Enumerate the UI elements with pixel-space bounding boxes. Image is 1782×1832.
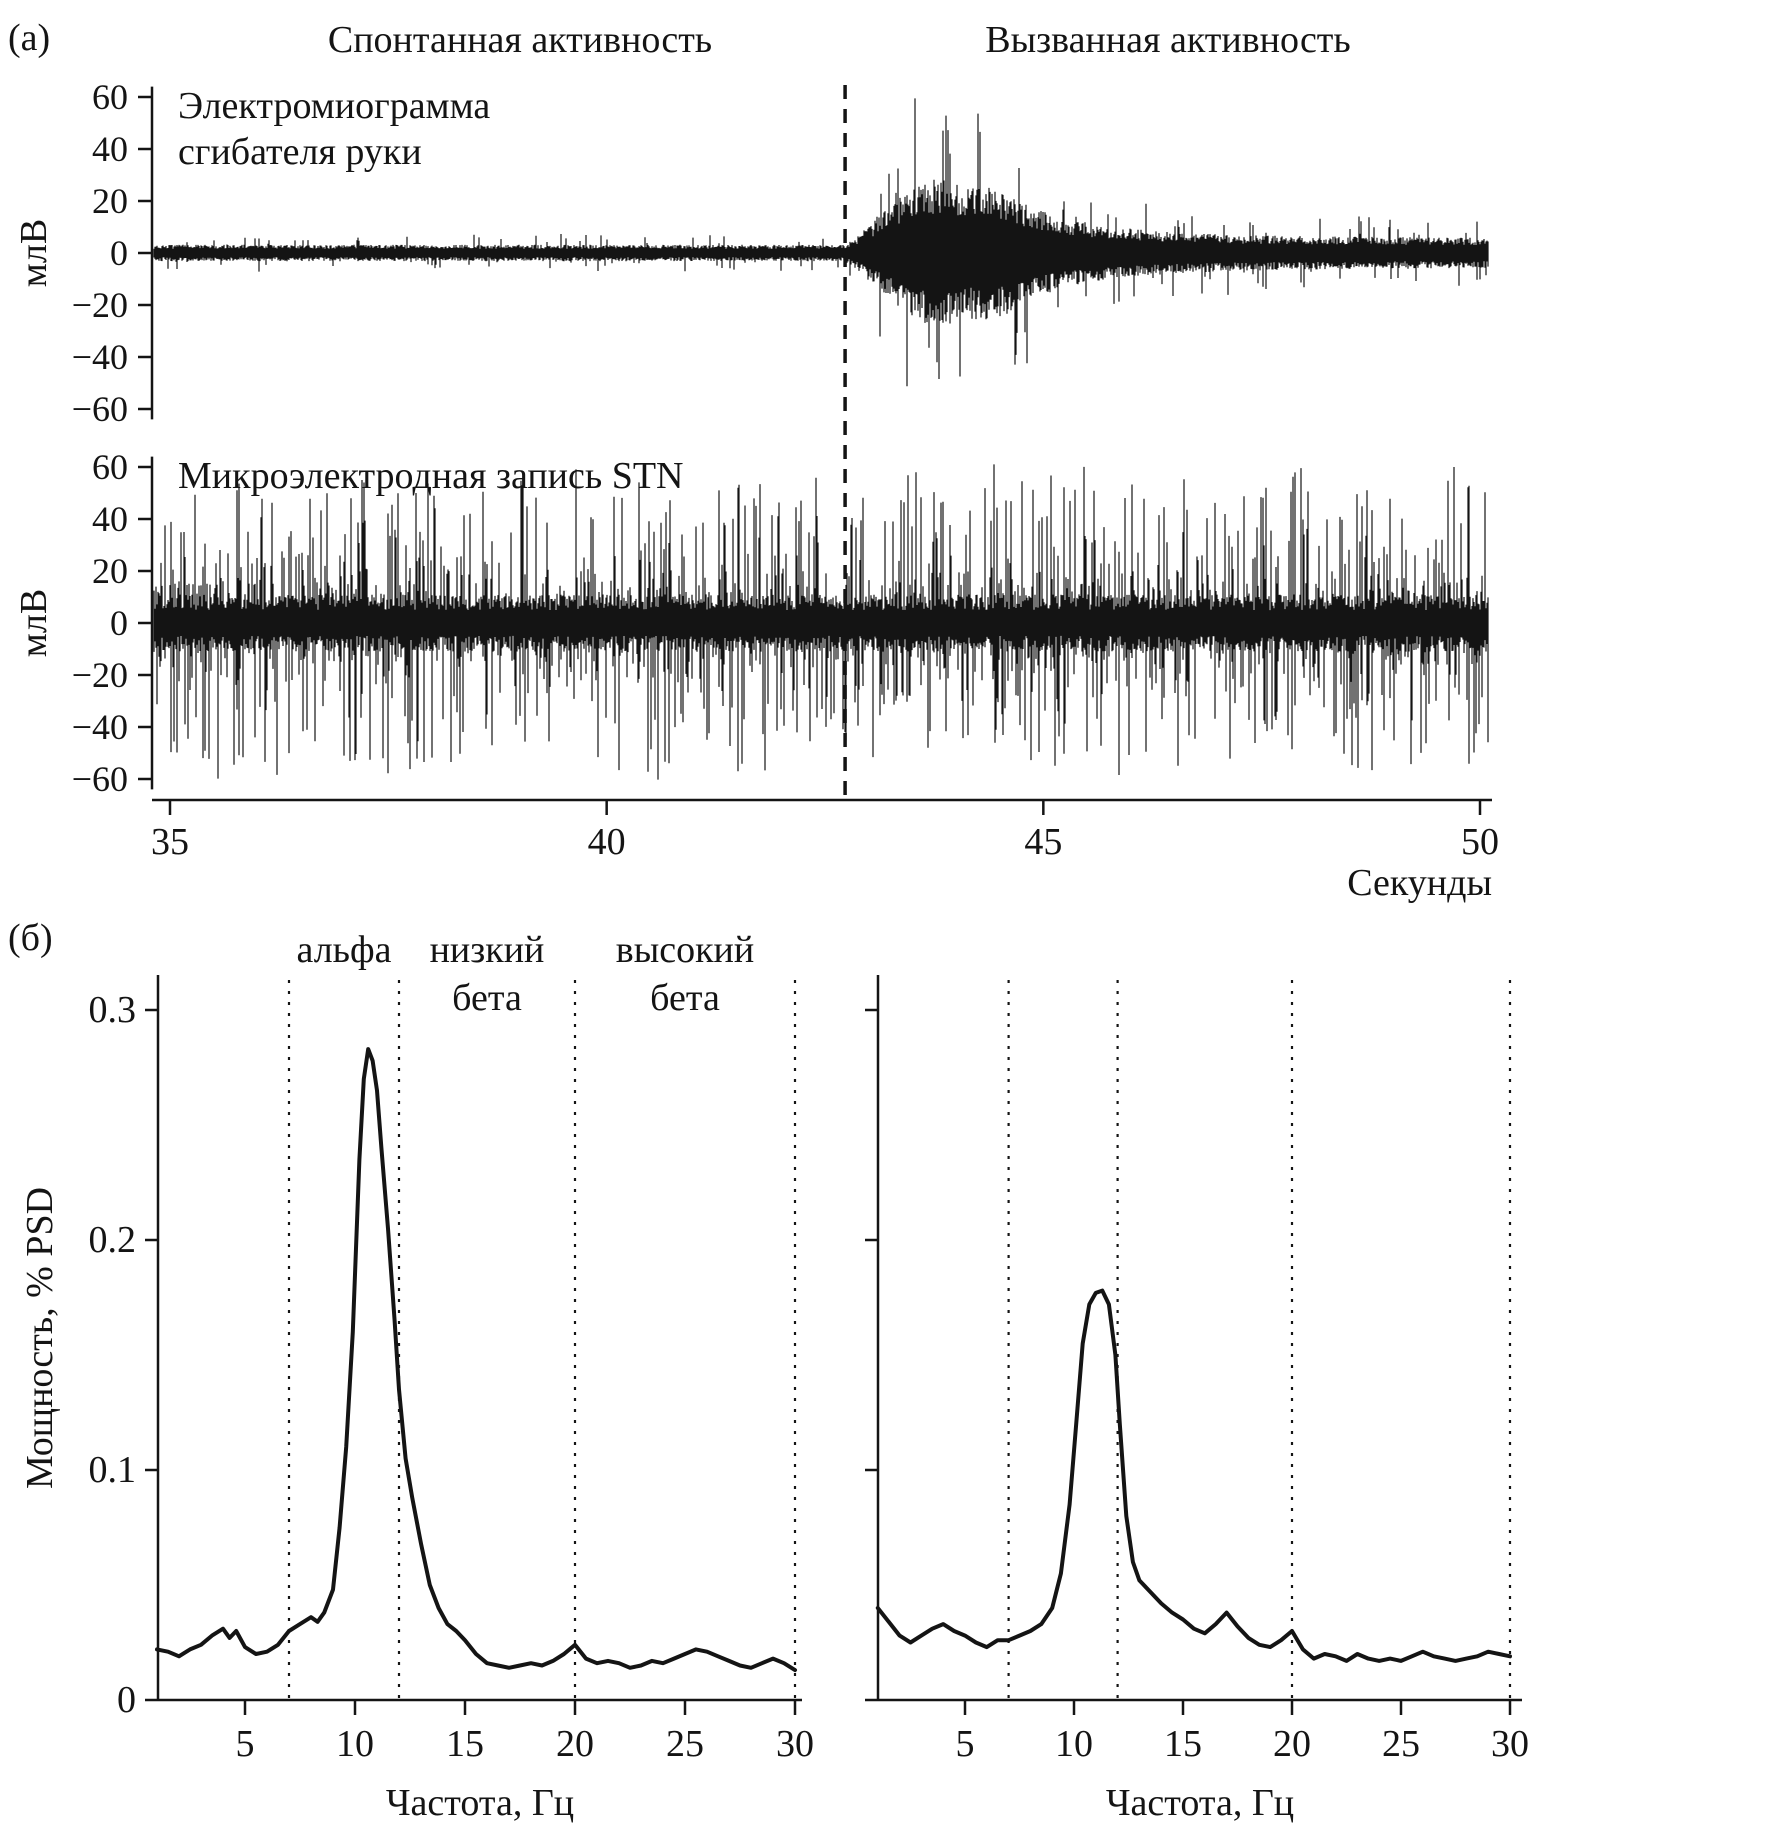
mv-tick-label: −40	[72, 707, 128, 747]
hz-tick-label: 5	[956, 1723, 975, 1765]
stn-trace-label: Микроэлектродная запись STN	[178, 455, 684, 497]
hz-tick-label: 15	[446, 1723, 484, 1765]
time-axis-label: Секунды	[1347, 862, 1492, 904]
emg-trace	[153, 98, 1489, 387]
mv-tick-label: 60	[92, 77, 128, 117]
mv-tick-label: 60	[92, 447, 128, 487]
psd-tick-label: 0.3	[89, 989, 137, 1031]
mv-tick-label: 40	[92, 499, 128, 539]
hz-tick-label: 25	[1382, 1723, 1420, 1765]
mv-tick-label: 20	[92, 551, 128, 591]
stn-trace	[153, 464, 1489, 780]
band-label-alpha: альфа	[297, 929, 392, 971]
hz-tick-label: 15	[1164, 1723, 1202, 1765]
emg-y-axis-unit: млВ	[13, 219, 55, 287]
time-tick-label: 45	[1024, 821, 1062, 863]
time-tick-label: 50	[1461, 821, 1499, 863]
psd-spontaneous-plot: 0 0.1 0.2 0.3 5 10 15 20 25 30	[89, 975, 814, 1765]
mv-tick-label: 20	[92, 181, 128, 221]
mv-tick-label: −60	[72, 759, 128, 799]
evoked-activity-title: Вызванная активность	[985, 19, 1351, 61]
mv-tick-label: 40	[92, 129, 128, 169]
panel-b-tag: (б)	[8, 917, 53, 959]
frequency-axis-label-right: Частота, Гц	[1106, 1782, 1294, 1824]
hz-tick-label: 10	[336, 1723, 374, 1765]
mv-tick-label: −60	[72, 389, 128, 429]
hz-tick-label: 20	[556, 1723, 594, 1765]
mv-tick-label: −40	[72, 337, 128, 377]
psd-tick-label: 0.1	[89, 1449, 137, 1491]
frequency-axis-label-left: Частота, Гц	[386, 1782, 574, 1824]
mv-tick-label: −20	[72, 655, 128, 695]
psd-tick-label: 0.2	[89, 1219, 137, 1261]
hz-tick-label: 5	[236, 1723, 255, 1765]
psd-y-axis-label: Мощность, % PSD	[19, 1187, 61, 1489]
psd-evoked-plot-curve	[875, 1288, 1512, 1663]
hz-tick-label: 25	[666, 1723, 704, 1765]
emg-trace-label-line1: Электромиограмма	[178, 85, 490, 127]
hz-tick-label: 30	[1491, 1723, 1529, 1765]
spontaneous-activity-title: Спонтанная активность	[328, 19, 712, 61]
psd-spontaneous-plot-curve	[155, 1047, 797, 1673]
time-tick-label: 35	[151, 821, 189, 863]
band-label-low-beta-line2: бета	[452, 977, 522, 1019]
time-tick-label: 40	[588, 821, 626, 863]
mv-tick-label: 0	[110, 233, 128, 273]
band-label-high-beta-line1: высокий	[616, 929, 754, 971]
hz-tick-label: 30	[776, 1723, 814, 1765]
stn-y-axis-unit: млВ	[13, 589, 55, 657]
mv-tick-label: −20	[72, 285, 128, 325]
hz-tick-label: 20	[1273, 1723, 1311, 1765]
band-label-low-beta-line1: низкий	[430, 929, 545, 971]
panel-a-tag: (а)	[8, 17, 50, 59]
band-label-high-beta-line2: бета	[650, 977, 720, 1019]
emg-trace-label-line2: сгибателя руки	[178, 131, 422, 173]
psd-tick-label: 0	[117, 1679, 136, 1721]
hz-tick-label: 10	[1055, 1723, 1093, 1765]
mv-tick-label: 0	[110, 603, 128, 643]
psd-evoked-plot: 5 10 15 20 25 30	[865, 975, 1529, 1765]
panel-a-axes: 60 40 20 0 −20 −40 −60 60 40 20 0 −20 −40 −60 35 40 45 50	[72, 77, 1499, 863]
